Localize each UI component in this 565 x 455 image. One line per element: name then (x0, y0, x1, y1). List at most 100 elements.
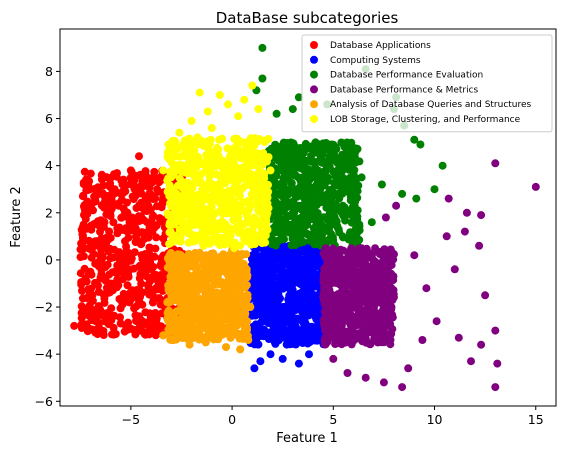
data-point (188, 217, 197, 226)
data-point (275, 336, 283, 345)
data-point (107, 203, 115, 212)
data-point (444, 194, 453, 203)
data-point (109, 330, 118, 339)
data-point (97, 270, 106, 279)
data-point (258, 43, 267, 52)
y-tick-label: −2 (35, 300, 53, 315)
data-point (190, 137, 199, 146)
data-point (341, 260, 350, 268)
data-point (358, 333, 367, 342)
data-point (354, 247, 363, 256)
data-point (361, 373, 370, 382)
data-point (373, 286, 382, 295)
data-point (207, 124, 216, 132)
data-point (184, 153, 192, 162)
data-point (353, 187, 362, 196)
data-point (320, 264, 329, 273)
data-point (216, 206, 225, 215)
data-point (229, 197, 238, 206)
data-point (244, 206, 253, 215)
data-point (371, 259, 380, 268)
data-point (99, 181, 108, 190)
legend-label: Database Performance Evaluation (330, 71, 483, 81)
data-point (196, 178, 205, 187)
data-point (320, 283, 328, 292)
data-point (198, 315, 207, 324)
data-point (215, 91, 224, 99)
data-point (202, 280, 211, 289)
data-point (106, 254, 115, 263)
data-point (383, 335, 391, 344)
data-point (283, 308, 291, 317)
data-point (357, 173, 366, 182)
data-point (203, 107, 212, 116)
data-point (283, 197, 291, 206)
data-point (306, 256, 315, 265)
data-point (334, 170, 343, 179)
data-point (442, 232, 451, 241)
data-point (345, 250, 354, 259)
data-point (283, 253, 292, 262)
y-tick-label: 0 (45, 252, 53, 267)
data-point (221, 266, 230, 274)
data-point (228, 286, 237, 295)
data-point (184, 145, 193, 154)
data-point (339, 283, 348, 292)
data-point (102, 173, 111, 182)
plot-frame (59, 28, 557, 407)
data-point (101, 195, 110, 203)
data-point (291, 234, 300, 243)
x-tick-label: 0 (228, 412, 236, 427)
data-point (124, 318, 133, 327)
data-point (274, 322, 283, 331)
data-point (235, 207, 244, 216)
data-point (404, 364, 413, 373)
data-point (278, 206, 287, 215)
data-point (168, 168, 177, 177)
data-point (213, 259, 222, 268)
data-point (126, 166, 135, 175)
data-point (316, 185, 325, 194)
data-point (229, 262, 238, 271)
data-point (171, 315, 180, 323)
data-point (289, 228, 298, 237)
data-point (114, 281, 123, 290)
data-point (291, 241, 300, 249)
data-point (130, 248, 139, 257)
data-point (82, 310, 91, 319)
data-point (252, 251, 261, 260)
data-point (450, 265, 459, 274)
data-point (389, 276, 398, 285)
data-point (378, 308, 386, 317)
data-point (263, 225, 272, 234)
data-point (305, 283, 314, 292)
data-point (262, 312, 271, 321)
data-point (385, 315, 394, 324)
data-point (198, 137, 207, 146)
data-point (183, 289, 192, 298)
series-2 (252, 43, 447, 255)
points-layer (70, 43, 540, 392)
data-point (224, 100, 232, 109)
data-point (135, 285, 144, 294)
data-point (290, 252, 299, 261)
data-point (109, 323, 118, 332)
legend-label: LOB Storage, Clustering, and Performance (330, 115, 521, 125)
data-point (234, 300, 243, 309)
data-point (306, 276, 315, 285)
data-point (79, 191, 88, 200)
data-point (136, 270, 145, 279)
data-point (310, 148, 318, 157)
data-point (199, 241, 208, 250)
data-point (208, 292, 217, 301)
data-point (173, 307, 182, 316)
data-point (190, 315, 199, 324)
data-point (361, 263, 370, 272)
data-point (324, 213, 333, 221)
data-point (323, 338, 332, 347)
data-point (248, 81, 257, 90)
data-point (219, 199, 228, 208)
data-point (296, 331, 305, 340)
data-point (225, 234, 234, 243)
data-point (422, 284, 431, 293)
